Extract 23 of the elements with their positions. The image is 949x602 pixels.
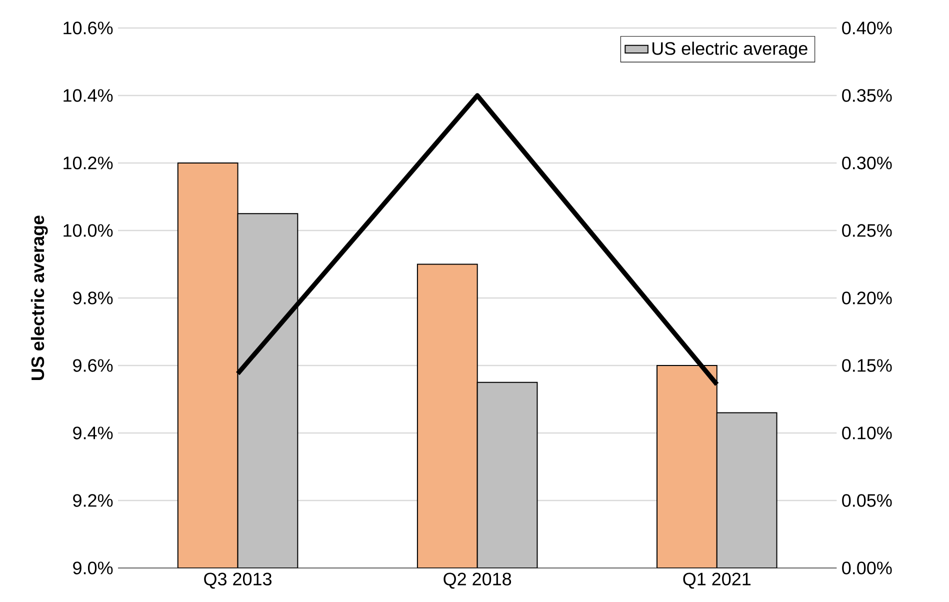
y2-tick-label: 0.15% (842, 359, 892, 372)
y2-tick-label: 0.10% (842, 426, 892, 440)
y2-tick-label: 0.40% (842, 22, 892, 34)
y2-tick-label: 0.05% (842, 494, 892, 507)
y-tick-label: 9.0% (73, 562, 113, 574)
x-tick-label: Q3 2013 (204, 572, 272, 589)
y-tick-label: 10.0% (64, 224, 113, 237)
y2-tick-label: 0.00% (842, 562, 892, 574)
x-tick-label: Q1 2021 (683, 572, 751, 589)
y-tick-label: 10.2% (64, 156, 113, 170)
y-tick-label: 9.8% (73, 292, 113, 304)
y2-tick-label: 0.35% (842, 89, 892, 102)
y-tick-label: 10.6% (64, 22, 113, 34)
legend-label: US electric average (652, 42, 808, 58)
y-tick-label: 9.6% (73, 359, 113, 372)
y-tick-label: 9.2% (73, 494, 113, 507)
y2-tick-label: 0.20% (842, 292, 892, 304)
y-axis-title: US electric average (30, 216, 48, 380)
y2-tick-label: 0.30% (842, 156, 892, 170)
x-tick-label: Q2 2018 (444, 572, 512, 589)
y-tick-label: 9.4% (73, 426, 113, 440)
y2-tick-label: 0.25% (842, 224, 892, 237)
y-tick-label: 10.4% (64, 89, 113, 102)
